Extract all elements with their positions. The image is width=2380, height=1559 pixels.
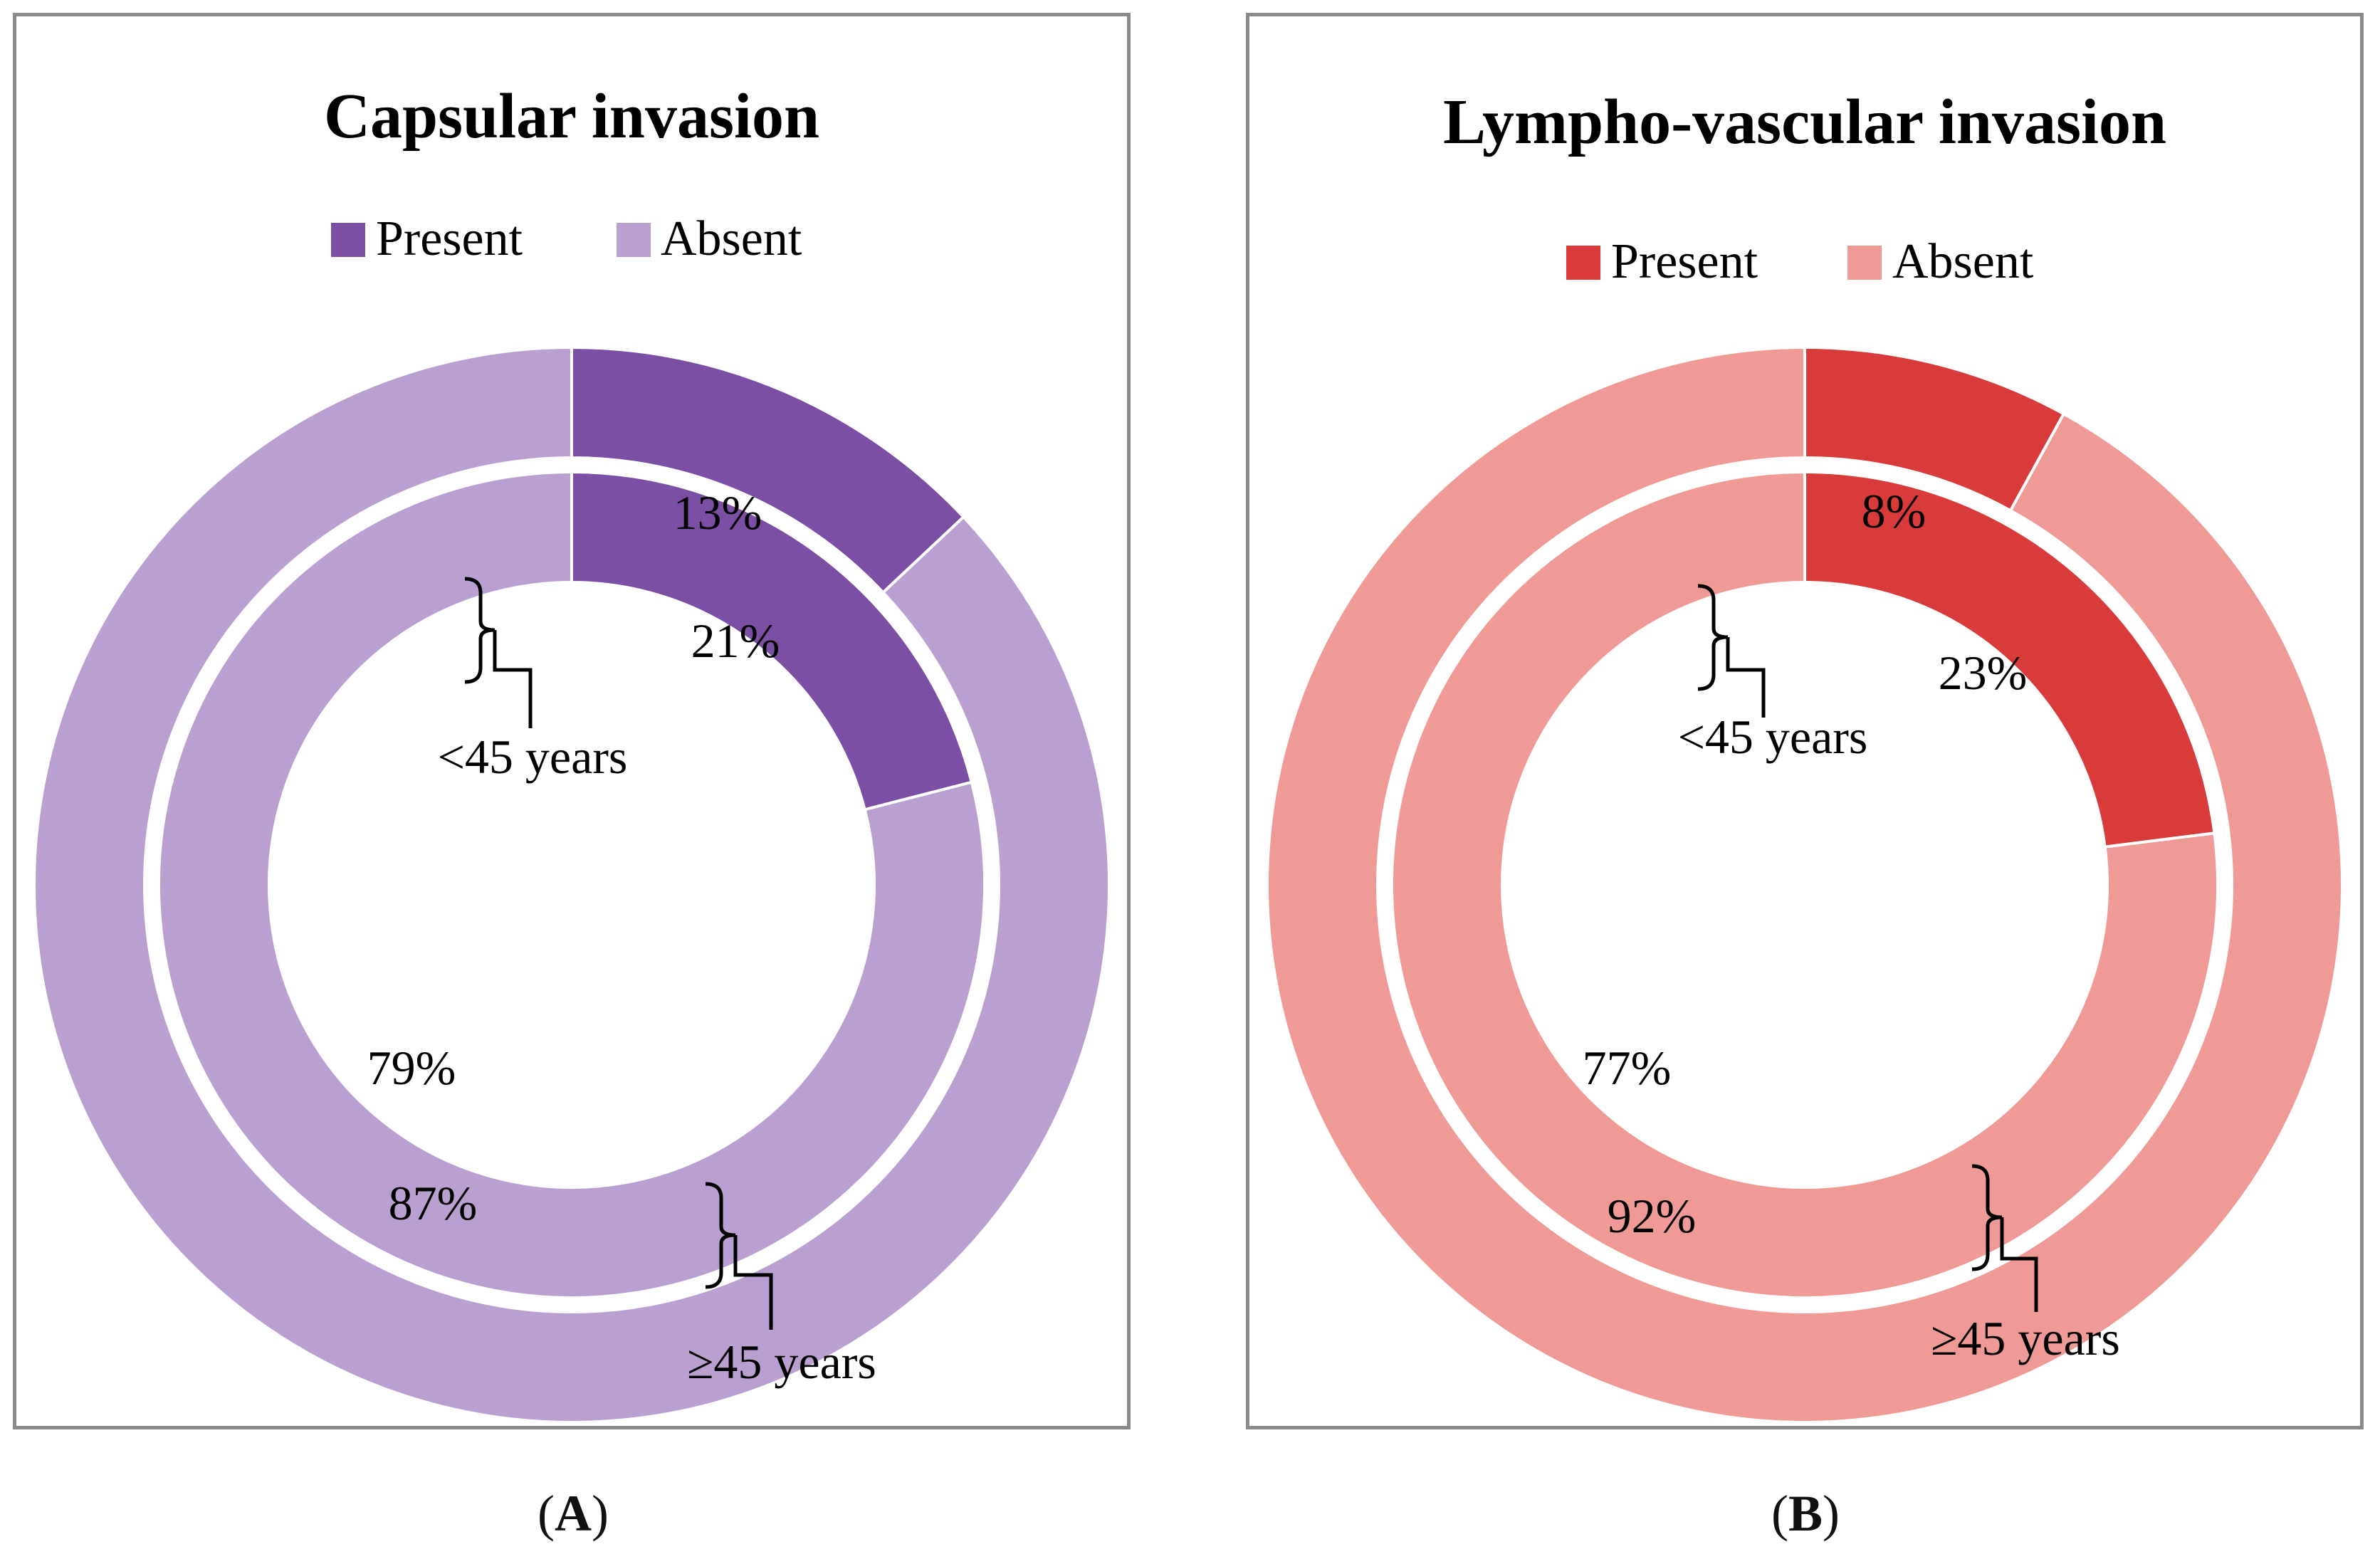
legend-swatch-absent [617, 223, 651, 257]
inner-ring-present-slice [1803, 470, 2216, 849]
inner-group-callout: <45 years [438, 577, 628, 784]
outer-absent-label: 87% [389, 1176, 478, 1230]
inner-present-label: 23% [1939, 646, 2028, 700]
chart-capsular-invasion: Capsular invasion Present Absent 13% 21%… [32, 81, 1111, 1424]
legend-label-absent: Absent [1892, 234, 2034, 289]
panel-lympho-vascular-invasion: Lympho-vascular invasion Present Absent … [1246, 13, 2364, 1429]
legend-label-present: Present [1611, 234, 1758, 289]
outer-leader-line [733, 1235, 773, 1330]
outer-group-callout: ≥45 years [687, 1182, 876, 1389]
legend: Present Absent [331, 211, 802, 266]
donut-rings [32, 345, 1111, 1424]
legend-swatch-absent [1847, 246, 1882, 280]
legend-label-present: Present [376, 211, 523, 266]
inner-leader-line [1726, 637, 1766, 718]
data-labels: 13% 21% 79% 87% [367, 485, 780, 1230]
inner-leader-line [493, 630, 533, 728]
outer-ring-absent-slice [1266, 345, 2344, 1424]
panel-capsular-invasion: Capsular invasion Present Absent 13% 21%… [13, 13, 1131, 1429]
inner-ring-present-slice [570, 470, 974, 812]
caption-a: (A) [538, 1485, 609, 1542]
chart-title: Capsular invasion [324, 81, 819, 152]
inner-ring-absent-slice [1390, 470, 2219, 1299]
outer-group-label: ≥45 years [1931, 1311, 2120, 1365]
outer-leader-line [2000, 1217, 2038, 1312]
inner-group-label: <45 years [438, 730, 628, 784]
inner-present-label: 21% [691, 614, 780, 668]
outer-present-label: 13% [673, 485, 762, 540]
outer-absent-label: 92% [1608, 1189, 1697, 1243]
donut-rings [1266, 345, 2344, 1424]
caption-b: (B) [1771, 1485, 1840, 1542]
outer-present-label: 8% [1862, 484, 1926, 538]
data-labels: 8% 23% 77% 92% [1583, 484, 2028, 1243]
caption-a-letter: A [555, 1485, 592, 1542]
inner-absent-label: 79% [367, 1041, 456, 1095]
chart-title: Lympho-vascular invasion [1443, 87, 2166, 157]
legend: Present Absent [1566, 234, 2034, 289]
legend-label-absent: Absent [661, 211, 802, 266]
chart-lympho-vascular-invasion: Lympho-vascular invasion Present Absent … [1266, 87, 2344, 1424]
inner-ring-absent-slice [157, 470, 986, 1299]
inner-group-callout: <45 years [1678, 584, 1868, 764]
outer-group-callout: ≥45 years [1931, 1164, 2120, 1365]
inner-group-label: <45 years [1678, 710, 1868, 764]
legend-swatch-present [331, 223, 365, 257]
outer-group-label: ≥45 years [687, 1335, 876, 1389]
caption-b-letter: B [1788, 1485, 1823, 1542]
inner-absent-label: 77% [1583, 1041, 1672, 1095]
legend-swatch-present [1566, 246, 1600, 280]
